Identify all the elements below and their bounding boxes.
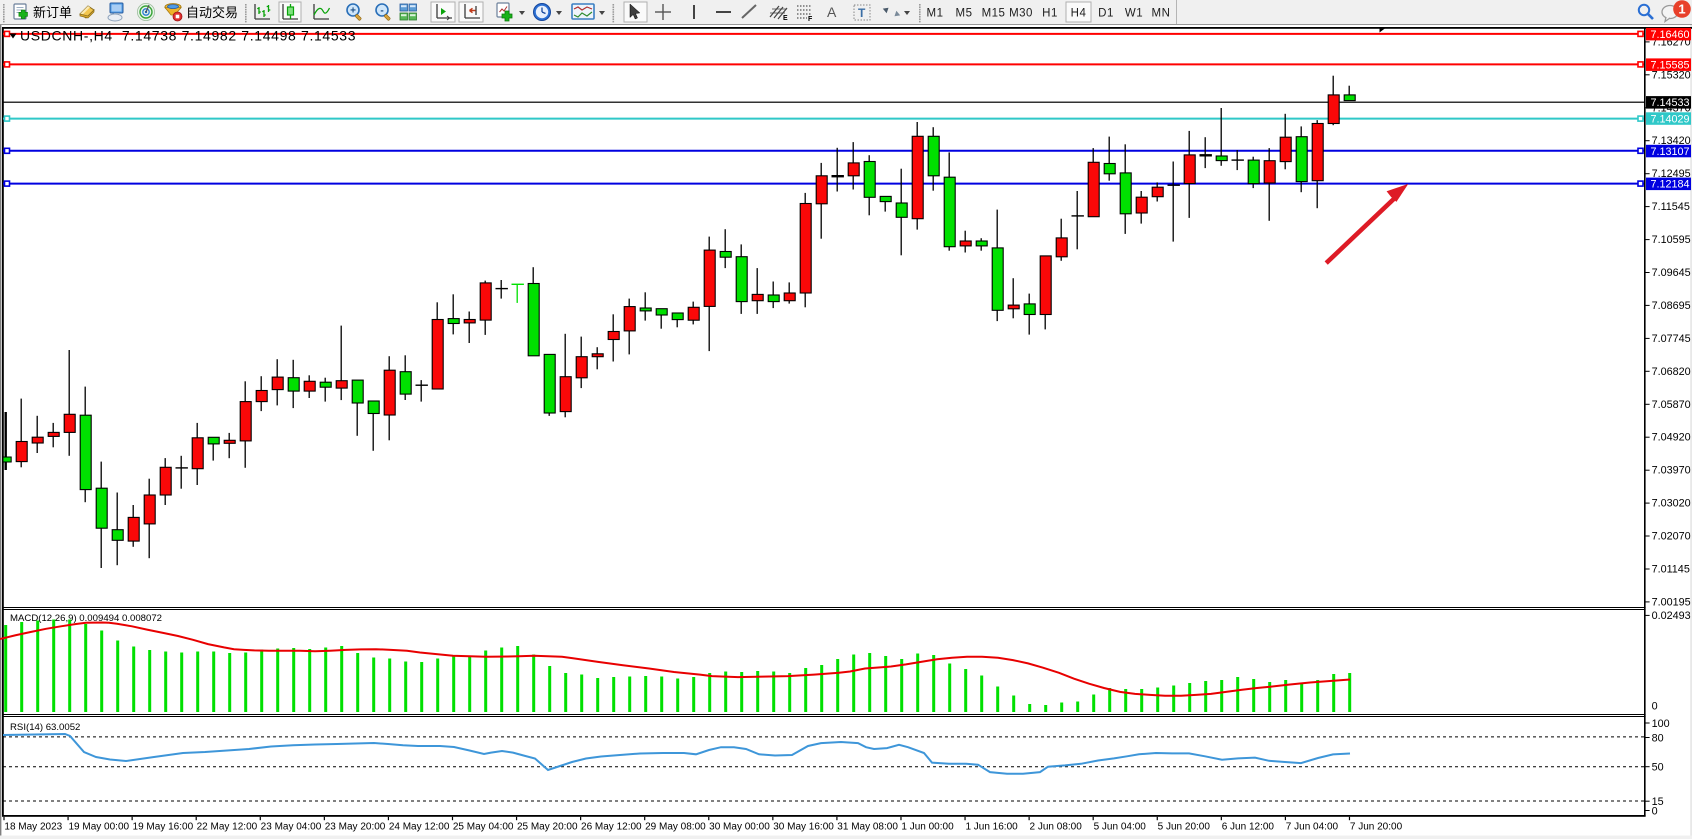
svg-text:5 Jun 20:00: 5 Jun 20:00 [1158,821,1211,832]
svg-text:7.04920: 7.04920 [1652,432,1691,444]
svg-text:22 May 12:00: 22 May 12:00 [197,821,258,832]
svg-text:1 Jun 16:00: 1 Jun 16:00 [965,821,1018,832]
svg-text:+: + [350,5,356,16]
svg-text:T: T [858,6,866,20]
svg-text:D1: D1 [1098,8,1114,20]
svg-text:6 Jun 12:00: 6 Jun 12:00 [1222,821,1275,832]
svg-text:1: 1 [1678,2,1685,17]
svg-text:USDCNH-,H4 7.14738 7.14982 7.: USDCNH-,H4 7.14738 7.14982 7.14498 7.145… [20,28,356,44]
svg-text:M30: M30 [1009,8,1033,20]
svg-text:2 Jun 08:00: 2 Jun 08:00 [1030,821,1083,832]
svg-text:7.03020: 7.03020 [1652,498,1691,510]
svg-text:7.07745: 7.07745 [1652,333,1691,345]
svg-text:23 May 04:00: 23 May 04:00 [261,821,322,832]
svg-text:100: 100 [1652,718,1670,730]
svg-text:19 May 00:00: 19 May 00:00 [68,821,129,832]
svg-text:M15: M15 [982,8,1006,20]
svg-text:7.09645: 7.09645 [1652,267,1691,279]
svg-text:MN: MN [1152,8,1171,20]
svg-text:7.01145: 7.01145 [1652,564,1690,576]
svg-text:7.03970: 7.03970 [1652,465,1691,477]
svg-text:MACD(12,26,9) 0.009494 0.00807: MACD(12,26,9) 0.009494 0.008072 [10,613,162,624]
svg-text:RSI(14) 63.0052: RSI(14) 63.0052 [10,722,80,733]
svg-text:7 Jun 20:00: 7 Jun 20:00 [1350,821,1403,832]
svg-text:7.13420: 7.13420 [1652,135,1691,147]
svg-text:E: E [783,15,788,22]
svg-text:15: 15 [1652,796,1664,808]
svg-text:19 May 16:00: 19 May 16:00 [133,821,194,832]
svg-text:M1: M1 [927,8,944,20]
svg-text:26 May 12:00: 26 May 12:00 [581,821,642,832]
svg-text:0: 0 [1652,701,1658,713]
svg-text:30 May 16:00: 30 May 16:00 [773,821,834,832]
svg-text:7.02070: 7.02070 [1652,531,1691,543]
svg-text:7.05870: 7.05870 [1652,399,1691,411]
svg-text:50: 50 [1652,762,1664,774]
svg-text:80: 80 [1652,732,1664,744]
svg-text:7.14029: 7.14029 [1651,113,1690,125]
svg-text:31 May 08:00: 31 May 08:00 [837,821,898,832]
svg-text:0.02493: 0.02493 [1652,610,1691,622]
svg-text:新订单: 新订单 [33,5,72,20]
svg-text:A: A [827,4,837,20]
svg-text:1 Jun 00:00: 1 Jun 00:00 [901,821,954,832]
svg-text:自动交易: 自动交易 [186,5,238,20]
svg-text:5 Jun 04:00: 5 Jun 04:00 [1094,821,1147,832]
svg-text:7.12184: 7.12184 [1651,179,1690,191]
svg-text:W1: W1 [1125,8,1143,20]
svg-text:7.10595: 7.10595 [1652,234,1691,246]
svg-text:25 May 20:00: 25 May 20:00 [517,821,578,832]
svg-text:H1: H1 [1042,8,1058,20]
svg-text:18 May 2023: 18 May 2023 [4,821,62,832]
svg-text:7.11545: 7.11545 [1652,201,1690,213]
svg-text:0: 0 [1652,805,1658,817]
svg-text:7.12495: 7.12495 [1652,168,1691,180]
svg-text:-: - [380,5,383,16]
svg-text:30 May 00:00: 30 May 00:00 [709,821,770,832]
svg-text:7.00195: 7.00195 [1652,596,1691,608]
svg-text:7.08695: 7.08695 [1652,300,1691,312]
svg-text:7.06820: 7.06820 [1652,366,1691,378]
svg-text:29 May 08:00: 29 May 08:00 [645,821,706,832]
svg-text:7.14533: 7.14533 [1651,97,1690,109]
svg-text:F: F [808,16,813,23]
svg-text:7.13107: 7.13107 [1651,146,1690,158]
svg-text:H4: H4 [1071,8,1087,20]
svg-text:7.15585: 7.15585 [1651,59,1690,71]
svg-text:7 Jun 04:00: 7 Jun 04:00 [1286,821,1339,832]
svg-text:23 May 20:00: 23 May 20:00 [325,821,386,832]
svg-text:M5: M5 [956,8,973,20]
svg-text:7.15320: 7.15320 [1652,69,1691,81]
svg-text:25 May 04:00: 25 May 04:00 [453,821,514,832]
svg-text:7.16460: 7.16460 [1651,29,1690,41]
svg-text:24 May 12:00: 24 May 12:00 [389,821,450,832]
